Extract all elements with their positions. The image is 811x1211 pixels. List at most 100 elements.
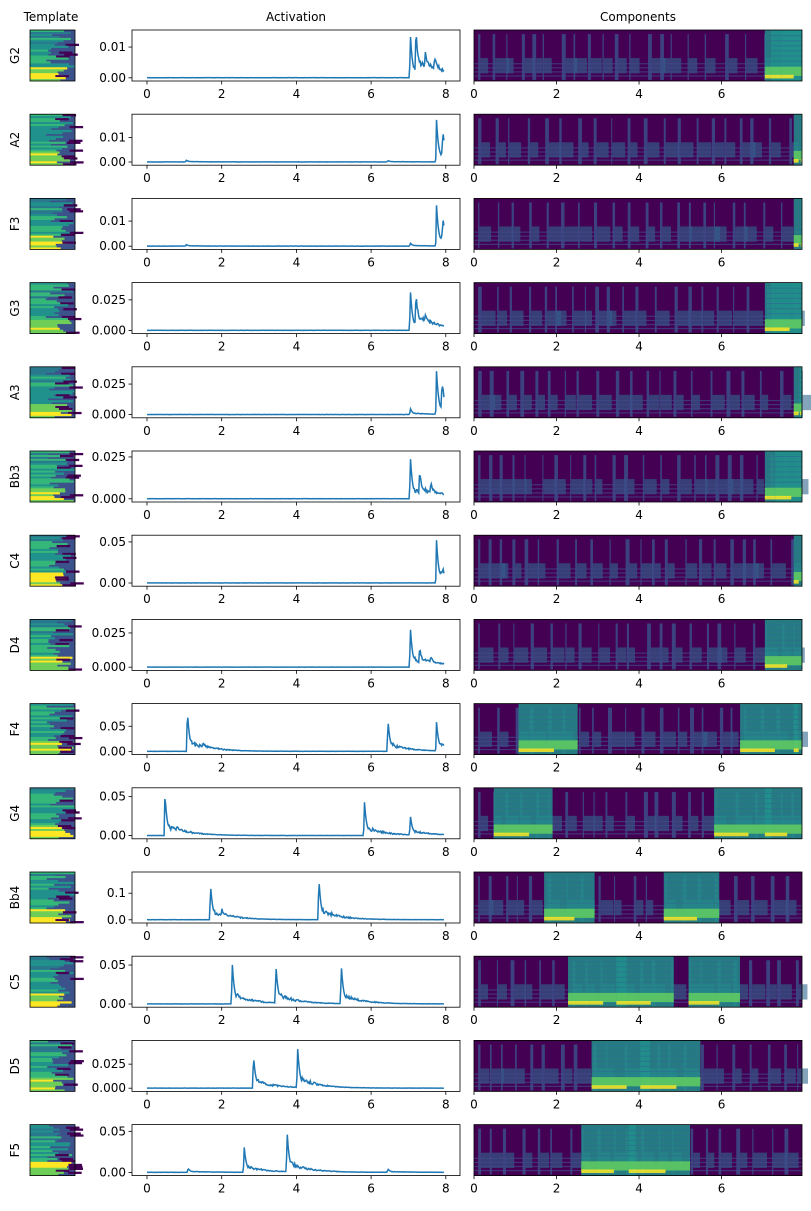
template-band [30, 1079, 54, 1082]
template-band [30, 875, 66, 879]
activation-xtick-label: 0 [143, 761, 151, 775]
onset-decay [690, 226, 704, 242]
activation-xtick-label: 4 [293, 1097, 301, 1111]
template-band [30, 200, 50, 203]
onset-stripe [478, 118, 482, 165]
onset-stripe [556, 539, 559, 586]
activation-xtick-label: 8 [442, 592, 450, 606]
template-band [30, 825, 63, 828]
template-band [30, 470, 56, 473]
template-band [30, 33, 53, 37]
activation-xtick-label: 6 [367, 1013, 375, 1027]
components-xtick-label: 4 [635, 340, 643, 354]
onset-stripe [498, 623, 501, 670]
components-frame [473, 534, 803, 587]
template-gap [56, 545, 71, 548]
template-gap [70, 956, 84, 959]
onset-stripe [614, 34, 619, 80]
template-gap [69, 960, 84, 963]
components-xtick-label: 4 [635, 87, 643, 101]
harmonic-line [474, 315, 802, 317]
template-band [30, 496, 55, 499]
onset-stripe [674, 286, 678, 333]
template-gap [59, 740, 73, 744]
template-band [30, 79, 61, 82]
onset-stripe [555, 286, 557, 333]
template-band [30, 985, 62, 988]
template-band [30, 971, 74, 975]
onset-decay [731, 479, 744, 495]
onset-stripe [671, 623, 676, 670]
template-band [30, 648, 56, 652]
onset-decay [548, 226, 562, 242]
template-band [30, 550, 58, 554]
onset-stripe [550, 623, 553, 670]
template-band [30, 809, 67, 812]
harmonic-line [474, 829, 802, 831]
onset-decay [524, 394, 532, 411]
onset-stripe [527, 118, 531, 165]
template-gap [62, 584, 76, 587]
note-label: F4 [8, 722, 22, 737]
activation-axes: 0.00 0.01 0 2 4 6 8 [99, 29, 461, 101]
active-block-low [616, 992, 674, 1003]
template-band [30, 216, 67, 219]
template-band [30, 155, 66, 158]
onset-stripe [478, 286, 482, 333]
active-block-harmonic [793, 540, 802, 542]
active-block-harmonic [518, 734, 578, 736]
template-band [30, 731, 65, 734]
active-block-harmonic [775, 466, 802, 468]
template-gap [69, 139, 83, 142]
template-band [30, 225, 63, 229]
onset-decay [675, 815, 683, 832]
onset-stripe [583, 455, 587, 501]
template-band [30, 319, 70, 323]
activation-xtick-label: 2 [218, 1013, 226, 1027]
onset-decay [539, 563, 546, 579]
onset-decay [802, 394, 811, 411]
onset-decay [691, 310, 703, 326]
harmonic-line [474, 319, 802, 322]
template-band [30, 1142, 71, 1145]
components-xtick-label: 2 [553, 255, 561, 269]
active-block-harmonic [781, 55, 802, 57]
onset-decay [626, 731, 635, 747]
onset-decay [677, 310, 691, 326]
active-block-harmonic [640, 1071, 701, 1072]
onset-stripe [643, 791, 648, 838]
template-band [30, 218, 55, 221]
activation-axes: 0.00 0.05 0 2 4 6 8 [99, 787, 461, 859]
template-gap [58, 746, 72, 750]
active-block-harmonic [793, 377, 802, 378]
onset-stripe [510, 960, 515, 1007]
active-block-harmonic [771, 287, 802, 289]
template-band [30, 715, 73, 718]
activation-xtick-label: 8 [442, 845, 450, 859]
template-band [30, 1046, 64, 1049]
template-frame [29, 366, 76, 419]
template-gap [61, 372, 75, 375]
template-frame [29, 282, 76, 335]
onset-decay [798, 1068, 808, 1084]
onset-stripe [622, 286, 625, 333]
harmonic-line [474, 664, 802, 666]
template-gap [55, 642, 69, 646]
components-xtick-label: 4 [635, 508, 643, 522]
active-block-fundamental [628, 1169, 666, 1174]
activation-xtick-label: 2 [218, 1182, 226, 1196]
template-band [30, 409, 72, 413]
onset-stripe [727, 455, 732, 501]
activation-xtick-label: 8 [442, 929, 450, 943]
active-block-harmonic [493, 813, 553, 815]
onset-decay [612, 142, 626, 158]
template-band [30, 402, 52, 405]
active-block-harmonic [764, 818, 802, 820]
active-block-harmonic [740, 724, 799, 725]
onset-stripe [478, 202, 480, 249]
onset-stripe [688, 286, 692, 333]
onset-decay [479, 647, 494, 663]
onset-decay [692, 394, 701, 411]
template-band [30, 1001, 72, 1004]
components-xtick-label: 6 [718, 929, 726, 943]
